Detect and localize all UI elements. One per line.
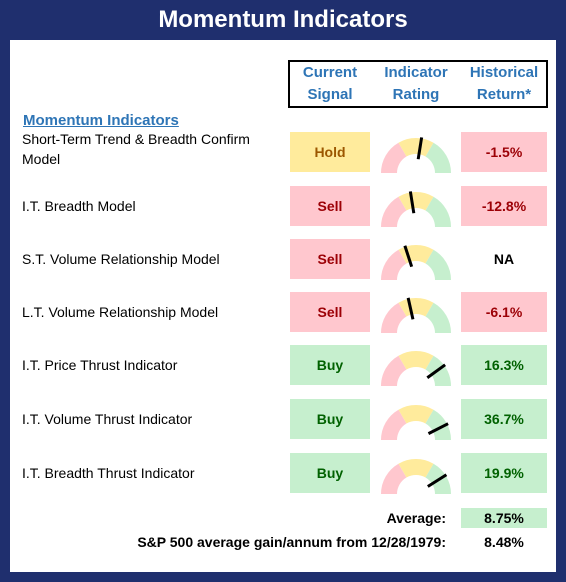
signal-badge: Sell — [290, 239, 370, 279]
indicator-name: S.T. Volume Relationship Model — [22, 251, 220, 267]
indicator-name: L.T. Volume Relationship Model — [22, 304, 219, 320]
rating-gauge-icon — [381, 191, 451, 228]
signal-badge: Sell — [290, 186, 370, 226]
section-title: Momentum Indicators — [23, 112, 179, 129]
historical-return-value: 36.7% — [461, 399, 547, 439]
gauge-needle — [403, 245, 414, 268]
sp500-value: 8.48% — [484, 534, 524, 550]
historical-return-value: NA — [493, 251, 515, 267]
rating-gauge-icon — [381, 459, 451, 495]
signal-badge: Buy — [290, 345, 370, 385]
historical-return-value: 16.3% — [461, 345, 547, 385]
gauge-needle — [427, 473, 448, 488]
historical-return-value: -6.1% — [461, 292, 547, 332]
gauge-needle — [406, 297, 415, 320]
average-label: Average: — [386, 510, 446, 526]
indicator-name: I.T. Breadth Thrust Indicator — [22, 465, 195, 481]
gauge-needle — [426, 363, 447, 379]
historical-return-value: 19.9% — [461, 453, 547, 493]
rating-gauge-icon — [381, 351, 451, 387]
average-value: 8.75% — [461, 508, 547, 528]
indicator-name: Short-Term Trend & Breadth Confirm Model — [22, 131, 250, 167]
signal-badge: Hold — [290, 132, 370, 172]
gauge-needle — [408, 191, 416, 214]
indicator-name: I.T. Price Thrust Indicator — [22, 357, 178, 373]
page-title: Momentum Indicators — [0, 0, 566, 40]
historical-return-value: -1.5% — [461, 132, 547, 172]
signal-badge: Buy — [290, 453, 370, 493]
historical-return-value: -12.8% — [461, 186, 547, 226]
header-historical-return: Historical Return* — [469, 64, 539, 103]
indicator-name: I.T. Volume Thrust Indicator — [22, 411, 193, 427]
sp500-label: S&P 500 average gain/annum from 12/28/19… — [137, 534, 446, 550]
indicator-name: I.T. Breadth Model — [22, 198, 136, 214]
signal-badge: Sell — [290, 292, 370, 332]
signal-badge: Buy — [290, 399, 370, 439]
rating-gauge-icon — [381, 137, 451, 174]
rating-gauge-icon — [381, 297, 451, 334]
header-indicator-rating: Indicator Rating — [384, 64, 448, 103]
rating-gauge-icon — [381, 245, 451, 281]
rating-gauge-icon — [381, 405, 451, 441]
column-header-box — [288, 60, 548, 108]
header-current-signal: Current Signal — [302, 64, 358, 103]
gauge-needle — [416, 137, 424, 160]
gauge-needle — [427, 422, 449, 435]
